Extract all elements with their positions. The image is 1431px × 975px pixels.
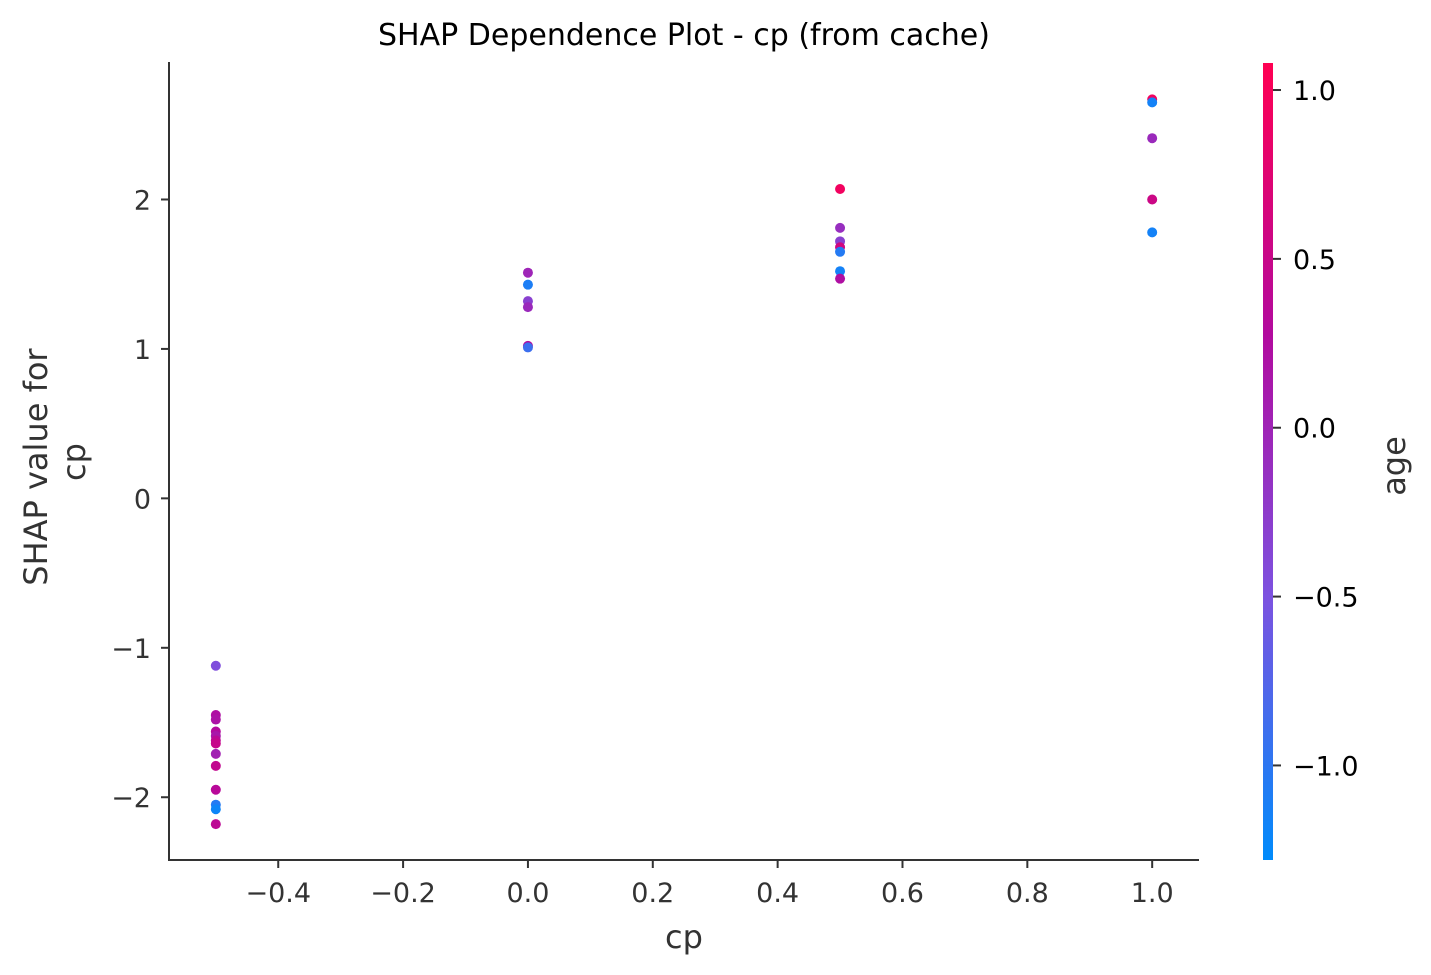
colorbar-label: age [1375, 436, 1413, 496]
colorbar-gradient [1263, 63, 1273, 860]
colorbar-ticks: −1.0 −0.5 0.0 0.5 1.0 [1273, 76, 1359, 782]
plot-area: −0.4 −0.2 0.0 0.2 0.4 0.6 0.8 1.0 −2 −1 0 1 2 [111, 62, 1199, 909]
data-point [210, 784, 221, 795]
colorbar: −1.0 −0.5 0.0 0.5 1.0 age [1263, 63, 1413, 860]
data-point [835, 246, 846, 257]
data-point [835, 222, 846, 233]
data-point [835, 184, 846, 195]
data-point [210, 748, 221, 759]
data-point [522, 267, 533, 278]
data-point [1147, 194, 1158, 205]
data-point [1147, 133, 1158, 144]
chart-title: SHAP Dependence Plot - cp (from cache) [378, 18, 990, 53]
y-axis-label: SHAP value for cp [17, 338, 93, 585]
y-tick-label: −1 [111, 634, 151, 665]
y-axis-label-line-2: cp [55, 443, 93, 481]
x-tick-label: 0.6 [881, 878, 924, 909]
y-tick-label: 2 [134, 185, 151, 216]
y-tick-label: 0 [134, 484, 151, 515]
data-point [210, 819, 221, 830]
colorbar-tick-label: −1.0 [1293, 751, 1359, 782]
x-tick-label: −0.4 [245, 878, 311, 909]
data-point [210, 738, 221, 749]
data-point [210, 804, 221, 815]
data-points [210, 94, 1158, 830]
colorbar-tick-label: 0.0 [1293, 414, 1336, 445]
x-tick-label: −0.2 [370, 878, 436, 909]
data-point [835, 266, 846, 277]
y-tick-label: 1 [134, 335, 151, 366]
data-point [835, 273, 846, 284]
data-point [522, 279, 533, 290]
data-point [1147, 227, 1158, 238]
x-axis-label: cp [665, 918, 703, 956]
data-point [522, 342, 533, 353]
data-point [522, 302, 533, 313]
y-tick-label: −2 [111, 783, 151, 814]
colorbar-tick-label: 0.5 [1293, 245, 1336, 276]
y-axis-label-line-1: SHAP value for [17, 348, 55, 586]
x-tick-label: 0.0 [506, 878, 549, 909]
x-tick-label: 0.8 [1006, 878, 1049, 909]
data-point [210, 714, 221, 725]
colorbar-tick-label: 1.0 [1293, 76, 1336, 107]
x-axis-ticks: −0.4 −0.2 0.0 0.2 0.4 0.6 0.8 1.0 [245, 860, 1174, 909]
data-point [210, 760, 221, 771]
x-tick-label: 0.4 [756, 878, 799, 909]
data-point [210, 660, 221, 671]
colorbar-tick-label: −0.5 [1293, 583, 1359, 614]
data-point [1147, 97, 1158, 108]
x-tick-label: 1.0 [1131, 878, 1174, 909]
x-tick-label: 0.2 [631, 878, 674, 909]
y-axis-ticks: −2 −1 0 1 2 [111, 185, 169, 814]
